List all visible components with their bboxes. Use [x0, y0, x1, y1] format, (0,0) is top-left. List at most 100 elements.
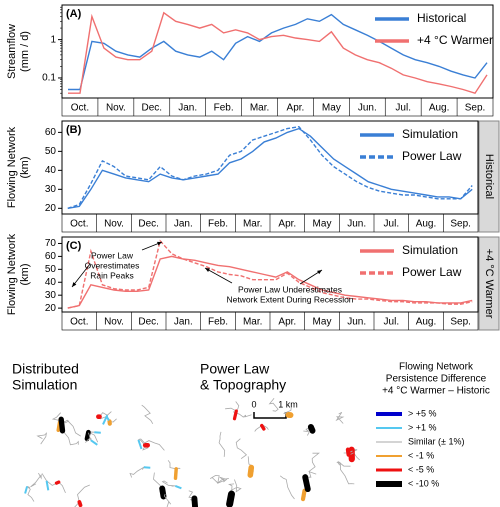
x-tick-label: Feb.	[214, 103, 234, 114]
side-label-box	[478, 236, 500, 331]
y-tick-label: 20	[45, 203, 57, 214]
stream-change	[84, 429, 91, 442]
stream	[232, 411, 252, 418]
series-line	[67, 127, 473, 209]
arrow-head	[72, 282, 77, 287]
stream-change	[94, 431, 101, 434]
x-tick-label: Feb.	[208, 317, 228, 328]
stream-change	[174, 484, 182, 490]
stream	[235, 438, 248, 460]
stream	[140, 438, 165, 451]
y-axis-label-line: Streamflow	[6, 24, 18, 79]
stream	[340, 462, 355, 485]
legend-title: Flowing Network	[399, 362, 474, 373]
legend-label: Simulation	[402, 127, 458, 141]
arrow-head	[157, 241, 162, 246]
x-tick-label: Jun.	[347, 317, 366, 328]
x-tick-label: May	[313, 219, 332, 230]
stream	[26, 486, 35, 502]
scale-label: 0	[251, 399, 256, 409]
y-tick-label: 20	[45, 303, 57, 314]
legend-label: Simulation	[402, 243, 458, 257]
x-tick-label: Oct.	[70, 317, 88, 328]
legend-label: < -10 %	[408, 478, 439, 488]
stream	[129, 466, 145, 478]
y-tick-label: 30	[45, 290, 57, 301]
annotation-arrow	[204, 267, 233, 284]
legend-label: < -1 %	[408, 450, 434, 460]
x-tick-label: Nov.	[104, 219, 124, 230]
y-axis-label-line: Flowing Network	[6, 126, 18, 208]
stream-change	[302, 474, 311, 493]
stream-change	[232, 409, 238, 421]
x-tick-label: Sep.	[450, 317, 471, 328]
legend-title: Persistence Difference	[386, 374, 487, 385]
annotation-arrow	[71, 263, 91, 288]
legend-label: Similar (± 1%)	[408, 436, 464, 446]
series-line	[67, 255, 473, 309]
stream	[85, 432, 92, 443]
map-title: & Topography	[200, 377, 286, 393]
panel-label: (A)	[66, 8, 82, 20]
x-tick-label: Mar.	[243, 219, 262, 230]
side-label-box	[478, 120, 500, 233]
legend-title: +4 °C Warmer – Historic	[382, 386, 490, 397]
x-tick-label: Jan.	[174, 317, 193, 328]
stream-change	[58, 416, 66, 434]
stream	[141, 404, 154, 425]
y-tick-label: 30	[45, 184, 57, 195]
x-tick-label: May	[313, 317, 332, 328]
stream	[62, 419, 81, 437]
stream	[99, 411, 112, 420]
y-tick-label: 60	[45, 251, 57, 262]
x-tick-label: Apr.	[278, 219, 296, 230]
x-tick-label: Nov.	[106, 103, 126, 114]
x-tick-label: Jun.	[358, 103, 377, 114]
x-tick-label: Jul.	[395, 103, 411, 114]
y-axis-label: Flowing Network(km)	[6, 233, 31, 315]
stream	[218, 431, 226, 457]
x-tick-label: Jul.	[384, 317, 400, 328]
legend-label: Power Law	[402, 265, 462, 279]
annotation: Rain Peaks	[90, 270, 133, 280]
annotation: Power Law	[91, 250, 134, 260]
stream	[230, 479, 242, 493]
stream	[163, 493, 172, 507]
y-axis-label: Flowing Network(km)	[6, 126, 31, 208]
annotation: Power Law Underestimates	[238, 284, 342, 294]
y-tick-label: 40	[45, 165, 57, 176]
x-tick-label: Aug.	[429, 103, 450, 114]
y-axis-label-line: (mm / d)	[19, 31, 31, 72]
x-tick-label: Oct.	[71, 103, 89, 114]
x-tick-label: Apr.	[278, 317, 296, 328]
x-tick-label: Mar.	[250, 103, 269, 114]
x-tick-label: Mar.	[243, 317, 262, 328]
panel-label: (C)	[66, 240, 82, 252]
arrow-head	[317, 270, 322, 275]
stream	[167, 460, 181, 470]
x-tick-label: Dec.	[138, 317, 159, 328]
x-tick-label: Oct.	[70, 219, 88, 230]
x-tick-label: Apr.	[287, 103, 305, 114]
series-line	[68, 11, 488, 95]
legend-label: > +5 %	[408, 408, 437, 418]
y-tick-label: 1	[50, 34, 56, 45]
y-tick-label: 70	[45, 238, 57, 249]
stream	[161, 480, 176, 487]
stream-change	[24, 486, 29, 494]
scale-label: 1 km	[278, 399, 298, 409]
panel-label: (B)	[66, 124, 82, 136]
stream-change	[300, 488, 307, 502]
y-tick-label: 50	[45, 264, 57, 275]
stream-change	[54, 480, 61, 485]
x-tick-label: Jan.	[178, 103, 197, 114]
stream	[211, 476, 228, 484]
x-tick-label: Sep.	[450, 219, 471, 230]
stream	[74, 484, 90, 507]
annotation: Overestimates	[85, 260, 140, 270]
stream	[279, 475, 295, 500]
y-tick-label: 40	[45, 277, 57, 288]
stream	[30, 472, 42, 488]
stream-change	[307, 423, 316, 434]
stream	[36, 432, 47, 445]
